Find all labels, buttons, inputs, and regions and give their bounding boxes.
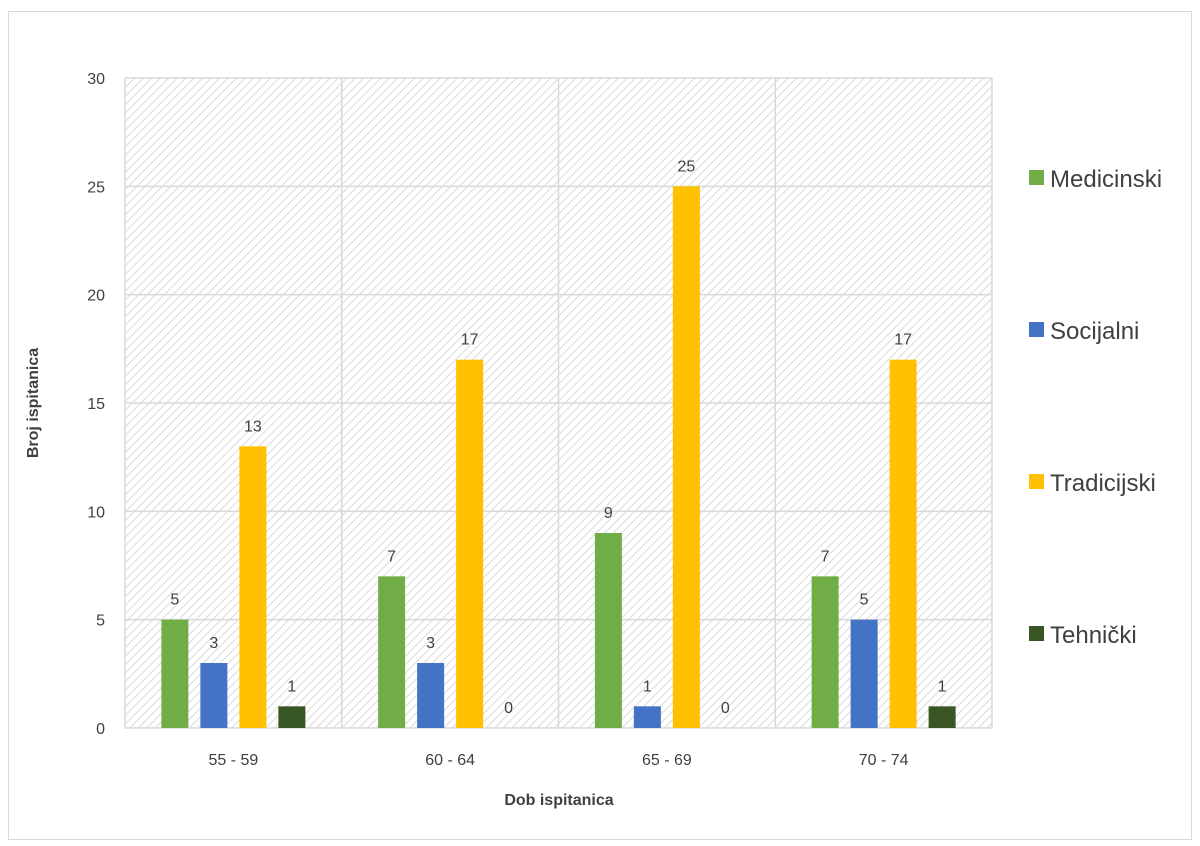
legend-label: Socijalni [1050, 318, 1139, 345]
data-label: 17 [894, 332, 912, 349]
bar [456, 359, 484, 728]
bar [672, 186, 700, 729]
data-label: 25 [677, 158, 695, 175]
x-tick-label: 55 - 59 [208, 752, 258, 769]
data-label: 13 [244, 418, 262, 435]
bar [200, 663, 228, 728]
x-tick-label: 60 - 64 [425, 752, 475, 769]
bars [161, 186, 956, 729]
legend-label: Medicinski [1050, 166, 1162, 193]
bar [239, 446, 267, 728]
y-tick-label: 10 [87, 504, 105, 521]
data-label: 17 [461, 332, 479, 349]
bar [161, 619, 189, 728]
bar [850, 619, 878, 728]
legend-entry: Socijalni [1029, 318, 1139, 345]
legend-swatch [1029, 322, 1044, 337]
bar [378, 576, 406, 728]
x-tick-label: 65 - 69 [642, 752, 692, 769]
x-axis-ticks: 55 - 59 60 - 64 65 - 69 70 - 74 [208, 752, 908, 769]
data-label: 7 [821, 548, 830, 565]
data-label: 1 [287, 678, 296, 695]
y-tick-label: 25 [87, 179, 105, 196]
data-label: 3 [426, 635, 435, 652]
data-label: 5 [860, 592, 869, 609]
data-label: 3 [209, 635, 218, 652]
bar [594, 533, 622, 728]
x-tick-label: 70 - 74 [859, 752, 909, 769]
legend-swatch [1029, 474, 1044, 489]
legend-label: Tehnički [1050, 622, 1137, 649]
gridlines [124, 77, 993, 729]
legend: Medicinski Socijalni Tradicijski Tehnički [1029, 166, 1162, 649]
legend-swatch [1029, 626, 1044, 641]
bar [633, 706, 661, 728]
bar [889, 359, 917, 728]
data-label: 1 [643, 678, 652, 695]
data-label: 0 [721, 700, 730, 717]
legend-label: Tradicijski [1050, 470, 1156, 497]
legend-entry: Tehnički [1029, 622, 1137, 649]
data-label: 5 [170, 592, 179, 609]
y-axis-ticks: 0 5 10 15 20 25 30 [87, 71, 105, 738]
legend-swatch [1029, 170, 1044, 185]
y-tick-label: 15 [87, 396, 105, 413]
data-label: 1 [938, 678, 947, 695]
data-label: 0 [504, 700, 513, 717]
y-tick-label: 5 [96, 613, 105, 630]
bar [928, 706, 956, 728]
legend-entry: Tradicijski [1029, 470, 1156, 497]
bar [278, 706, 306, 728]
legend-entry: Medicinski [1029, 166, 1162, 193]
bar [417, 663, 445, 728]
y-tick-label: 20 [87, 288, 105, 305]
x-axis-title: Dob ispitanica [504, 792, 613, 809]
data-label: 7 [387, 548, 396, 565]
data-label: 9 [604, 505, 613, 522]
y-tick-label: 30 [87, 71, 105, 88]
y-tick-label: 0 [96, 721, 105, 738]
bar [811, 576, 839, 728]
y-axis-title: Broj ispitanica [25, 348, 42, 458]
